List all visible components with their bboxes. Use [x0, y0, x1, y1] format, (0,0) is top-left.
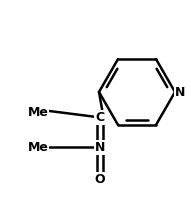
Text: O: O	[95, 173, 105, 186]
Text: Me: Me	[28, 105, 49, 118]
Text: C: C	[96, 111, 104, 124]
Text: Me: Me	[28, 141, 49, 154]
Text: N: N	[95, 141, 105, 154]
Text: N: N	[175, 86, 185, 99]
